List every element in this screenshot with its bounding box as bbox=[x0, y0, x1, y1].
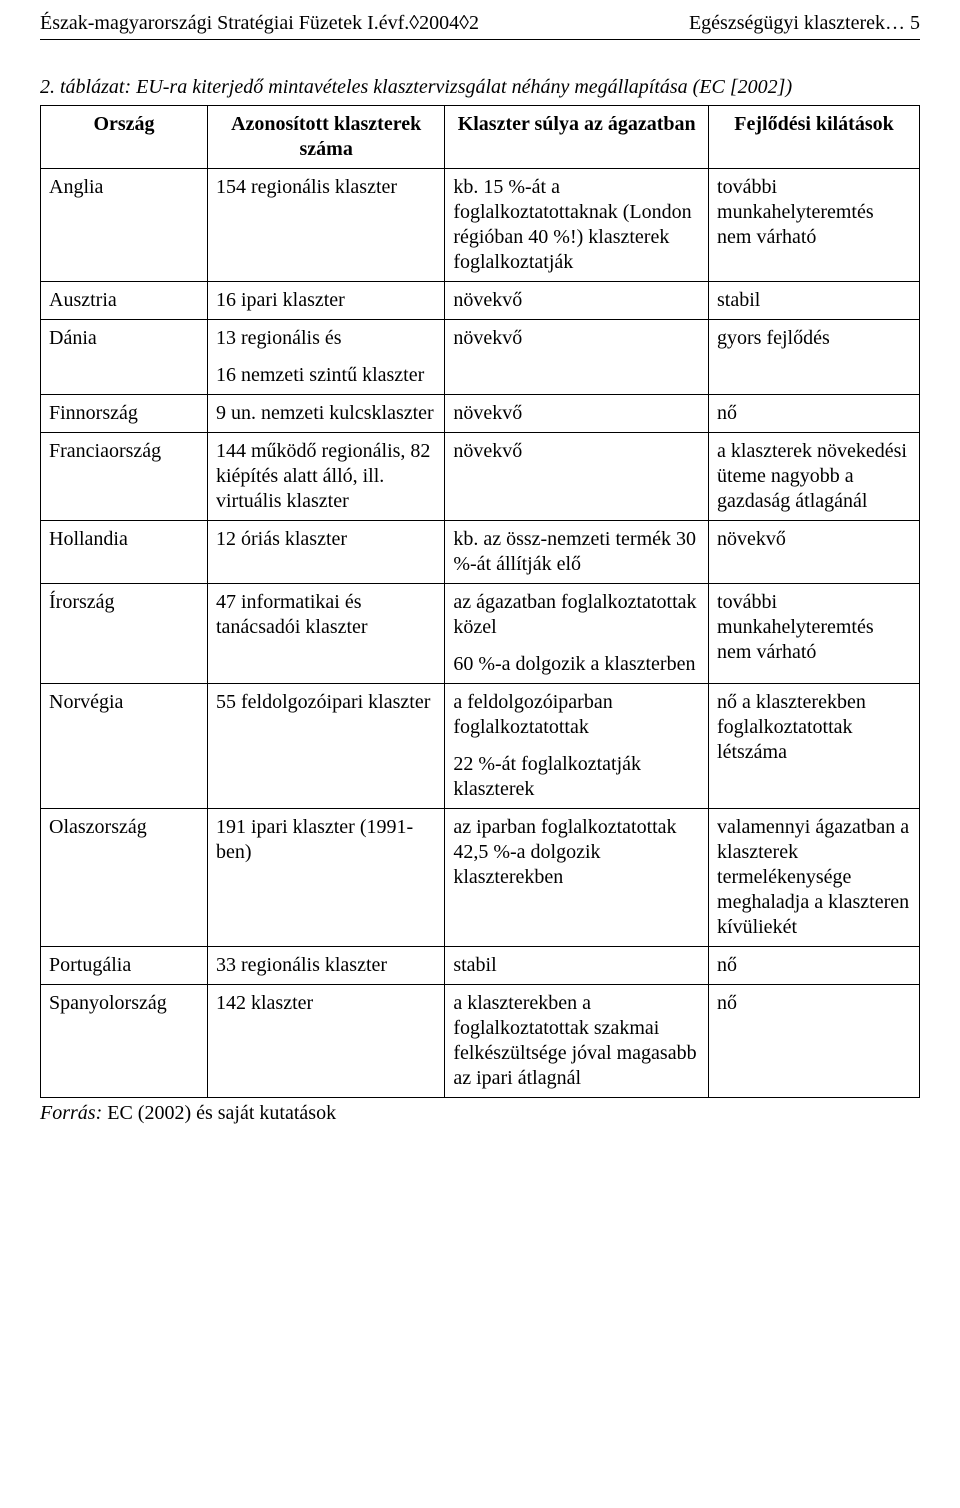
cell-country: Ausztria bbox=[41, 282, 208, 320]
cell-clusters: 47 informatikai és tanácsadói klaszter bbox=[208, 584, 445, 684]
header-left: Észak-magyarországi Stratégiai Füzetek I… bbox=[40, 12, 479, 35]
cell-country: Finnország bbox=[41, 395, 208, 433]
cell-outlook: növekvő bbox=[709, 521, 920, 584]
col-country: Ország bbox=[41, 106, 208, 169]
cell-outlook: nő a klaszterekben foglalkoztatottak lét… bbox=[709, 684, 920, 809]
cell-weight: növekvő bbox=[445, 282, 709, 320]
col-weight: Klaszter súlya az ágazatban bbox=[445, 106, 709, 169]
cell-country: Franciaország bbox=[41, 433, 208, 521]
cell-weight: kb. 15 %-át a foglalkoztatottaknak (Lond… bbox=[445, 169, 709, 282]
cell-outlook: stabil bbox=[709, 282, 920, 320]
cell-weight: stabil bbox=[445, 947, 709, 985]
cell-outlook: a klaszterek növekedési üteme nagyobb a … bbox=[709, 433, 920, 521]
cell-country: Spanyolország bbox=[41, 985, 208, 1098]
cell-clusters: 55 feldolgozóipari klaszter bbox=[208, 684, 445, 809]
running-header: Észak-magyarországi Stratégiai Füzetek I… bbox=[40, 12, 920, 40]
table-row: Olaszország 191 ipari klaszter (1991-ben… bbox=[41, 809, 920, 947]
clusters-table: Ország Azonosított klaszterek száma Klas… bbox=[40, 105, 920, 1098]
cell-weight: a klaszterekben a foglalkoztatottak szak… bbox=[445, 985, 709, 1098]
cell-weight: az ágazatban foglalkoztatottak közel60 %… bbox=[445, 584, 709, 684]
cell-weight: kb. az össz-nemzeti termék 30 %-át állít… bbox=[445, 521, 709, 584]
cell-outlook: nő bbox=[709, 395, 920, 433]
table-row: Ausztria 16 ipari klaszter növekvő stabi… bbox=[41, 282, 920, 320]
col-outlook: Fejlődési kilátások bbox=[709, 106, 920, 169]
cell-clusters: 9 un. nemzeti kulcsklaszter bbox=[208, 395, 445, 433]
cell-country: Norvégia bbox=[41, 684, 208, 809]
cell-weight: növekvő bbox=[445, 433, 709, 521]
cell-weight: a feldolgozóiparban foglalkoztatottak22 … bbox=[445, 684, 709, 809]
cell-country: Anglia bbox=[41, 169, 208, 282]
table-row: Anglia 154 regionális klaszter kb. 15 %-… bbox=[41, 169, 920, 282]
cell-outlook: további munkahelyteremtés nem várható bbox=[709, 169, 920, 282]
cell-country: Olaszország bbox=[41, 809, 208, 947]
cell-clusters: 16 ipari klaszter bbox=[208, 282, 445, 320]
header-right: Egészségügyi klaszterek… 5 bbox=[689, 12, 920, 35]
table-row: Norvégia 55 feldolgozóipari klaszter a f… bbox=[41, 684, 920, 809]
table-row: Írország 47 informatikai és tanácsadói k… bbox=[41, 584, 920, 684]
source-text: EC (2002) és saját kutatások bbox=[102, 1102, 336, 1124]
cell-outlook: nő bbox=[709, 947, 920, 985]
page: Észak-magyarországi Stratégiai Füzetek I… bbox=[0, 0, 960, 1165]
cell-weight: növekvő bbox=[445, 395, 709, 433]
cell-outlook: nő bbox=[709, 985, 920, 1098]
table-row: Franciaország 144 működő regionális, 82 … bbox=[41, 433, 920, 521]
cell-country: Hollandia bbox=[41, 521, 208, 584]
table-header-row: Ország Azonosított klaszterek száma Klas… bbox=[41, 106, 920, 169]
cell-country: Írország bbox=[41, 584, 208, 684]
table-caption: 2. táblázat: EU-ra kiterjedő mintavétele… bbox=[40, 76, 920, 99]
source-label: Forrás: bbox=[40, 1102, 102, 1124]
cell-clusters: 13 regionális és16 nemzeti szintű klaszt… bbox=[208, 320, 445, 395]
cell-clusters: 144 működő regionális, 82 kiépítés alatt… bbox=[208, 433, 445, 521]
cell-country: Portugália bbox=[41, 947, 208, 985]
table-row: Finnország 9 un. nemzeti kulcsklaszter n… bbox=[41, 395, 920, 433]
cell-clusters: 33 regionális klaszter bbox=[208, 947, 445, 985]
cell-outlook: valamennyi ágazatban a klaszterek termel… bbox=[709, 809, 920, 947]
cell-country: Dánia bbox=[41, 320, 208, 395]
cell-outlook: további munkahelyteremtés nem várható bbox=[709, 584, 920, 684]
table-source: Forrás: EC (2002) és saját kutatások bbox=[40, 1102, 920, 1125]
cell-clusters: 142 klaszter bbox=[208, 985, 445, 1098]
cell-outlook: gyors fejlődés bbox=[709, 320, 920, 395]
cell-weight: az iparban foglalkoztatottak 42,5 %-a do… bbox=[445, 809, 709, 947]
cell-clusters: 191 ipari klaszter (1991-ben) bbox=[208, 809, 445, 947]
table-row: Hollandia 12 óriás klaszter kb. az össz-… bbox=[41, 521, 920, 584]
table-body: Anglia 154 regionális klaszter kb. 15 %-… bbox=[41, 169, 920, 1098]
table-row: Dánia 13 regionális és16 nemzeti szintű … bbox=[41, 320, 920, 395]
table-row: Portugália 33 regionális klaszter stabil… bbox=[41, 947, 920, 985]
cell-clusters: 154 regionális klaszter bbox=[208, 169, 445, 282]
col-clusters: Azonosított klaszterek száma bbox=[208, 106, 445, 169]
table-row: Spanyolország 142 klaszter a klaszterekb… bbox=[41, 985, 920, 1098]
cell-weight: növekvő bbox=[445, 320, 709, 395]
cell-clusters: 12 óriás klaszter bbox=[208, 521, 445, 584]
